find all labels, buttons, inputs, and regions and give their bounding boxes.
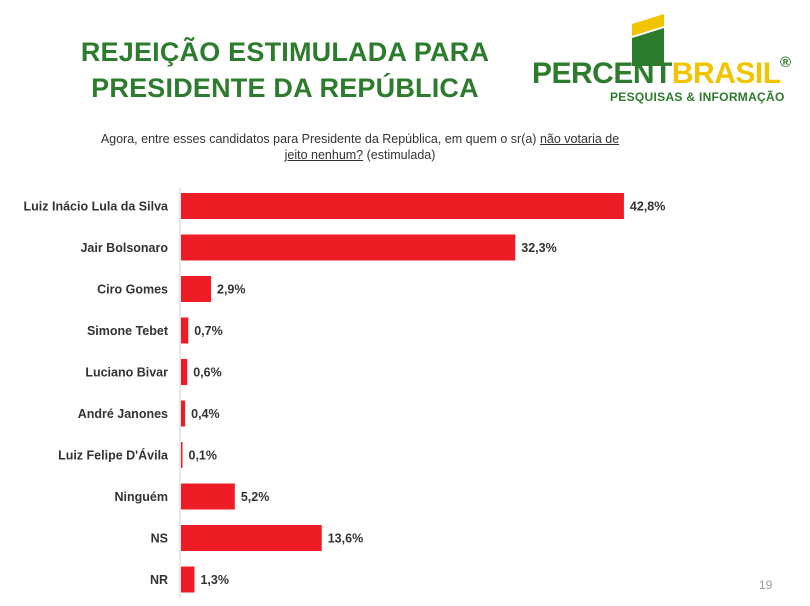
category-label: Simone Tebet [87, 324, 169, 338]
question-text-start: Agora, entre esses candidatos para Presi… [100, 132, 540, 146]
bar [181, 400, 186, 427]
percentbrasil-logo: PERCENTBRASIL ® PESQUISAS & INFORMAÇÃO [528, 12, 800, 108]
category-label: Ninguém [115, 490, 168, 504]
bar-value-label: 42,8% [630, 200, 665, 214]
bar [181, 317, 189, 344]
logo-registered-mark: ® [780, 54, 792, 71]
logo-word-brasil: BRASIL [671, 57, 781, 90]
category-label: André Janones [78, 407, 168, 421]
bar-value-label: 0,7% [194, 324, 223, 338]
bar-value-label: 2,9% [217, 283, 246, 297]
bar [181, 566, 195, 593]
category-label: Luiz Felipe D'Ávila [58, 448, 169, 463]
bar-value-label: 0,1% [189, 449, 218, 463]
question-underlined-part-2: jeito nenhum? [284, 148, 364, 162]
survey-question: Agora, entre esses candidatos para Presi… [80, 131, 640, 163]
bar [181, 234, 516, 261]
bar [181, 359, 188, 385]
rejection-bar-chart: Luiz Inácio Lula da Silva 42,8% Jair Bolso… [24, 188, 665, 598]
bar-value-label: 5,2% [241, 490, 270, 504]
bar [181, 442, 183, 468]
title-line-1: REJEIÇÃO ESTIMULADA PARA [80, 37, 490, 67]
bar [181, 276, 212, 302]
category-label: Luciano Bivar [85, 366, 168, 380]
bar [181, 483, 235, 510]
slide-title: REJEIÇÃO ESTIMULADA PARA PRESIDENTE DA R… [70, 34, 500, 106]
category-label: NS [151, 532, 168, 546]
page-number: 19 [759, 578, 773, 592]
logo-flag-icon [632, 14, 664, 66]
bar-value-label: 1,3% [200, 573, 229, 587]
bar [181, 193, 624, 219]
bar-value-label: 0,4% [191, 407, 220, 421]
logo-wordmark: PERCENTBRASIL [532, 57, 781, 91]
bar-value-label: 0,6% [193, 366, 222, 380]
category-label: NR [150, 573, 168, 587]
question-text-end: (estimulada) [363, 148, 436, 162]
logo-word-percent: PERCENT [532, 57, 672, 90]
question-underlined-part-1: não votaria de [539, 132, 620, 146]
bar-value-label: 32,3% [521, 241, 556, 255]
category-label: Ciro Gomes [97, 283, 168, 297]
category-label: Luiz Inácio Lula da Silva [24, 200, 170, 214]
category-label: Jair Bolsonaro [80, 241, 168, 255]
title-line-2: PRESIDENTE DA REPÚBLICA [91, 73, 479, 103]
bar-value-label: 13,6% [328, 532, 363, 546]
bar [181, 525, 322, 551]
logo-tagline: PESQUISAS & INFORMAÇÃO [610, 90, 785, 104]
